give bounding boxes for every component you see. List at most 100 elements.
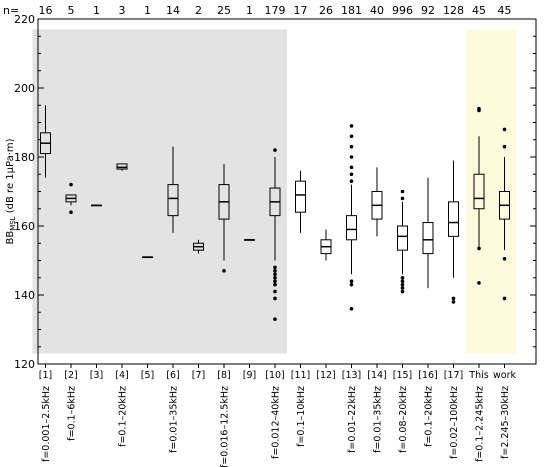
- box: [295, 180, 306, 213]
- box-group: [371, 167, 383, 237]
- outlier-point: [400, 275, 405, 280]
- frequency-label: f=0.08–20kHz: [398, 386, 409, 453]
- n-count: 26: [319, 4, 333, 17]
- outlier-point: [349, 307, 354, 311]
- box-group: [448, 160, 459, 304]
- n-counts: 16 5 1 3 1 14 2 25 1 179 17 26 181 40 996 92 128 45 45: [39, 4, 512, 17]
- frequency-label: f=0.012–40kHz: [271, 386, 282, 459]
- box-group: [269, 148, 281, 321]
- group-label: [5]: [141, 370, 154, 381]
- outlier-point: [349, 155, 354, 159]
- n-count: 996: [392, 4, 413, 17]
- frequency-label: f=0.02–100kHz: [449, 386, 460, 459]
- box-group: [295, 170, 306, 233]
- x-axis: [1] f=0.001–2.5kHz [2] f=0.1–6kHz [3] [4] f=0.…: [39, 364, 516, 467]
- group-label: [9]: [243, 370, 256, 381]
- group-label: [2]: [64, 370, 77, 381]
- outlier-point: [222, 269, 226, 273]
- y-tick-label: 140: [14, 289, 35, 302]
- group-label: [4]: [115, 370, 128, 381]
- frequency-label: f=2.245–30kHz: [500, 386, 511, 459]
- n-count: 128: [443, 4, 464, 17]
- group-label: [16]: [418, 370, 438, 381]
- group-label: [17]: [444, 370, 464, 381]
- group-label: [6]: [166, 370, 179, 381]
- outlier-point: [451, 300, 456, 304]
- box-group: [397, 189, 408, 294]
- group-label: [8]: [217, 370, 230, 381]
- outlier-point: [502, 256, 507, 261]
- box: [346, 215, 357, 241]
- group-label: [3]: [90, 370, 103, 381]
- n-count: 2: [195, 4, 202, 17]
- outlier-point: [349, 179, 354, 183]
- outlier-point: [451, 296, 456, 301]
- frequency-label: f=0.01–35kHz: [169, 386, 180, 453]
- outlier-point: [273, 289, 277, 294]
- group-label: [7]: [192, 370, 205, 381]
- n-count: 45: [498, 4, 512, 17]
- outlier-point: [502, 127, 507, 132]
- frequency-label: f=0.1–20kHz: [424, 386, 435, 447]
- box: [422, 222, 434, 255]
- group-label: [15]: [393, 370, 413, 381]
- boxes-layer: [40, 105, 510, 321]
- outlier-point: [477, 246, 481, 251]
- y-axis-label-rest: (dB re 1μPa·m): [5, 138, 16, 216]
- n-count: 92: [421, 4, 435, 17]
- outlier-point: [349, 279, 354, 284]
- group-label: [14]: [367, 370, 387, 381]
- box: [397, 225, 408, 251]
- n-count: 40: [370, 4, 384, 17]
- box-group: [499, 127, 510, 301]
- outlier-point: [477, 281, 481, 285]
- y-tick-label: 180: [14, 151, 35, 164]
- outlier-point: [400, 282, 405, 287]
- y-axis: 120 140 160 180 200 220: [14, 13, 536, 371]
- y-axis-label-subscript: MSL: [9, 216, 17, 230]
- outlier-point: [349, 134, 354, 139]
- box-group: [473, 106, 485, 285]
- outlier-point: [273, 265, 277, 270]
- shading-layer: [32, 29, 517, 354]
- y-tick-label: 120: [14, 358, 35, 371]
- outlier-point: [349, 282, 354, 287]
- outlier-point: [69, 182, 73, 187]
- box-group: [65, 182, 77, 214]
- box-group: [346, 124, 357, 311]
- frequency-label: f=0.01–22kHz: [347, 386, 358, 453]
- box-group: [91, 204, 102, 207]
- outlier-point: [400, 196, 405, 201]
- shaded-region-gray: [32, 29, 287, 354]
- box-group: [244, 239, 255, 241]
- y-tick-label: 220: [14, 13, 35, 26]
- y-tick-label: 160: [14, 220, 35, 233]
- group-label: This: [468, 370, 488, 381]
- n-count: 5: [68, 4, 75, 17]
- outlier-point: [477, 106, 481, 111]
- n-count: 1: [144, 4, 151, 17]
- outlier-point: [502, 296, 507, 301]
- y-axis-label-main: BB: [5, 231, 16, 245]
- group-label: work: [493, 370, 516, 381]
- n-count: 45: [472, 4, 486, 17]
- frequency-label: f=0.1–6kHz: [67, 386, 78, 441]
- box: [473, 173, 485, 210]
- box-group: [218, 163, 230, 273]
- n-count: 17: [294, 4, 308, 17]
- box-group: [193, 239, 204, 254]
- n-count: 3: [119, 4, 126, 17]
- outlier-point: [349, 144, 354, 149]
- box: [167, 184, 179, 217]
- n-count: 1: [246, 4, 253, 17]
- n-count: 181: [341, 4, 362, 17]
- frequency-label: f=0.01–35kHz: [373, 386, 384, 453]
- n-count: 179: [265, 4, 286, 17]
- outlier-point: [502, 144, 507, 149]
- frequency-label: f=0.1–2.245kHz: [475, 386, 486, 462]
- group-label: [1]: [39, 370, 52, 381]
- outlier-point: [400, 279, 405, 284]
- group-label: [10]: [265, 370, 285, 381]
- box: [116, 163, 128, 170]
